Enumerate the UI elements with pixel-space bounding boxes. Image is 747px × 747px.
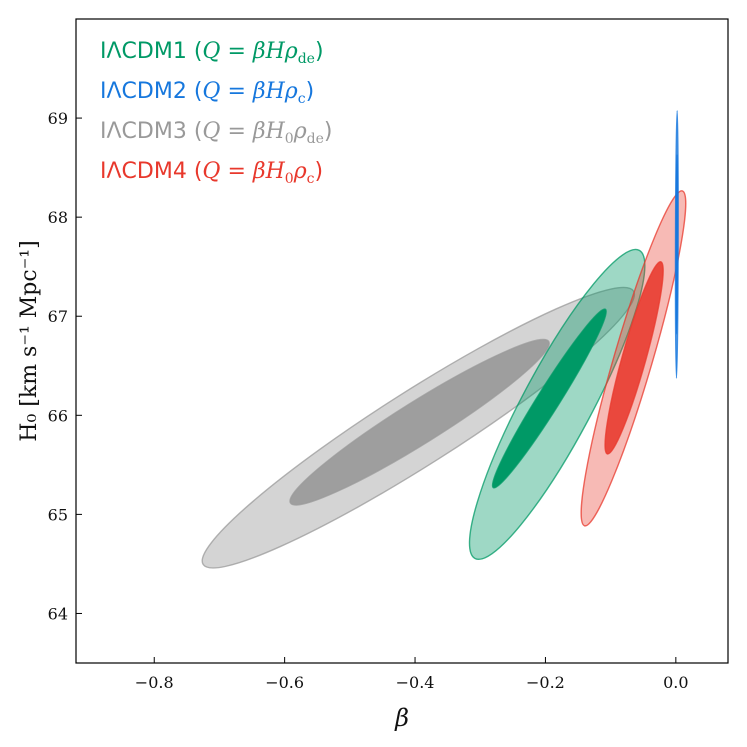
plot-frame	[75, 18, 729, 664]
legend-entry-4: IΛCDM4 (Q = βH0ρc)	[100, 159, 323, 187]
y-tick-label: 64	[48, 604, 68, 623]
x-axis-ticks: −0.8 −0.6 −0.4 −0.2 0.0	[135, 657, 689, 692]
x-tick-label: −0.8	[135, 673, 174, 692]
y-axis-label: H₀ [km s⁻¹ Mpc⁻¹]	[17, 240, 42, 441]
y-axis-ticks: 64 65 66 67 68 69	[48, 109, 82, 623]
y-tick-label: 66	[48, 406, 68, 425]
legend-entry-3: IΛCDM3 (Q = βH0ρde)	[100, 119, 332, 147]
x-tick-label: −0.4	[396, 673, 435, 692]
x-tick-label: 0.0	[663, 673, 688, 692]
contour-layer	[201, 109, 687, 569]
legend-entry-2: IΛCDM2 (Q = βHρc)	[100, 79, 314, 107]
y-tick-label: 65	[48, 505, 68, 524]
x-tick-label: −0.6	[265, 673, 304, 692]
legend: IΛCDM1 (Q = βHρde) IΛCDM2 (Q = βHρc) IΛCDM…	[100, 39, 332, 187]
iλcdm1-contour-1sigma	[491, 308, 607, 489]
iλcdm4-contour-1sigma	[604, 260, 664, 455]
y-tick-label: 69	[48, 109, 68, 128]
legend-entry-1: IΛCDM1 (Q = βHρde)	[100, 39, 324, 67]
y-tick-label: 67	[48, 307, 68, 326]
y-tick-label: 68	[48, 208, 68, 227]
iλcdm2-contour-1sigma	[675, 154, 679, 335]
x-tick-label: −0.2	[526, 673, 565, 692]
x-axis-label: β	[394, 704, 409, 732]
iλcdm3-contour-1sigma	[289, 338, 550, 506]
